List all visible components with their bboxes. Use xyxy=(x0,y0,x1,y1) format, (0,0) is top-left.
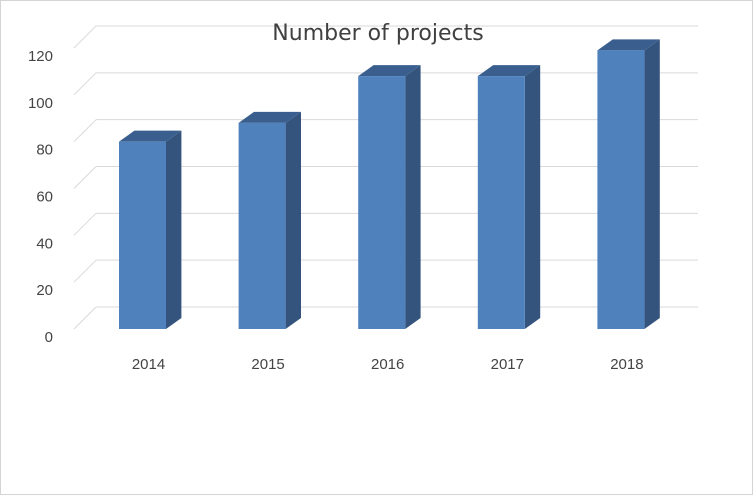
bar-side xyxy=(285,111,301,329)
gridline-depth-80 xyxy=(73,119,97,143)
bar-2014 xyxy=(119,130,182,329)
y-tick-label: 100 xyxy=(28,95,53,112)
bar-side xyxy=(524,65,541,329)
bar-top xyxy=(238,111,301,123)
x-category-label: 2017 xyxy=(491,356,524,373)
bar-side xyxy=(644,39,660,329)
bar-top xyxy=(358,65,421,77)
x-category-label: 2018 xyxy=(610,356,643,373)
y-tick-label: 40 xyxy=(36,235,53,252)
gridline-depth-20 xyxy=(73,259,97,283)
bars xyxy=(119,39,660,329)
bar-2015 xyxy=(238,111,301,329)
y-axis-ticks: 0 20 40 60 80 100 120 xyxy=(28,48,53,346)
gridline-depth-60 xyxy=(73,166,97,189)
bar-top xyxy=(597,39,660,51)
y-tick-label: 20 xyxy=(36,282,53,299)
bar-front xyxy=(119,141,166,329)
bar-front xyxy=(597,50,645,329)
x-category-label: 2016 xyxy=(371,356,404,373)
bar-side xyxy=(166,130,182,329)
x-category-label: 2015 xyxy=(251,356,284,373)
bar-front xyxy=(477,76,525,329)
bar-front xyxy=(238,122,286,329)
bar-top xyxy=(477,65,541,77)
gridline-depth-0 xyxy=(73,306,97,330)
y-tick-label: 80 xyxy=(36,142,53,159)
y-tick-label: 60 xyxy=(36,189,53,206)
gridline-depth-100 xyxy=(73,72,97,96)
bar-2018 xyxy=(597,39,660,329)
bar-top xyxy=(119,130,182,142)
gridline-depth-40 xyxy=(73,212,97,236)
y-tick-label: 120 xyxy=(28,48,53,65)
bar-side xyxy=(405,65,421,329)
bar-front xyxy=(358,76,406,329)
bar-2017 xyxy=(477,65,541,329)
x-axis-categories: 2014 2015 2016 2017 2018 xyxy=(132,356,644,373)
x-category-label: 2014 xyxy=(132,356,165,373)
y-tick-label: 0 xyxy=(45,329,53,346)
chart-title: Number of projects xyxy=(272,21,483,46)
bar-2016 xyxy=(358,65,421,329)
gridline-depth-120 xyxy=(73,25,97,49)
